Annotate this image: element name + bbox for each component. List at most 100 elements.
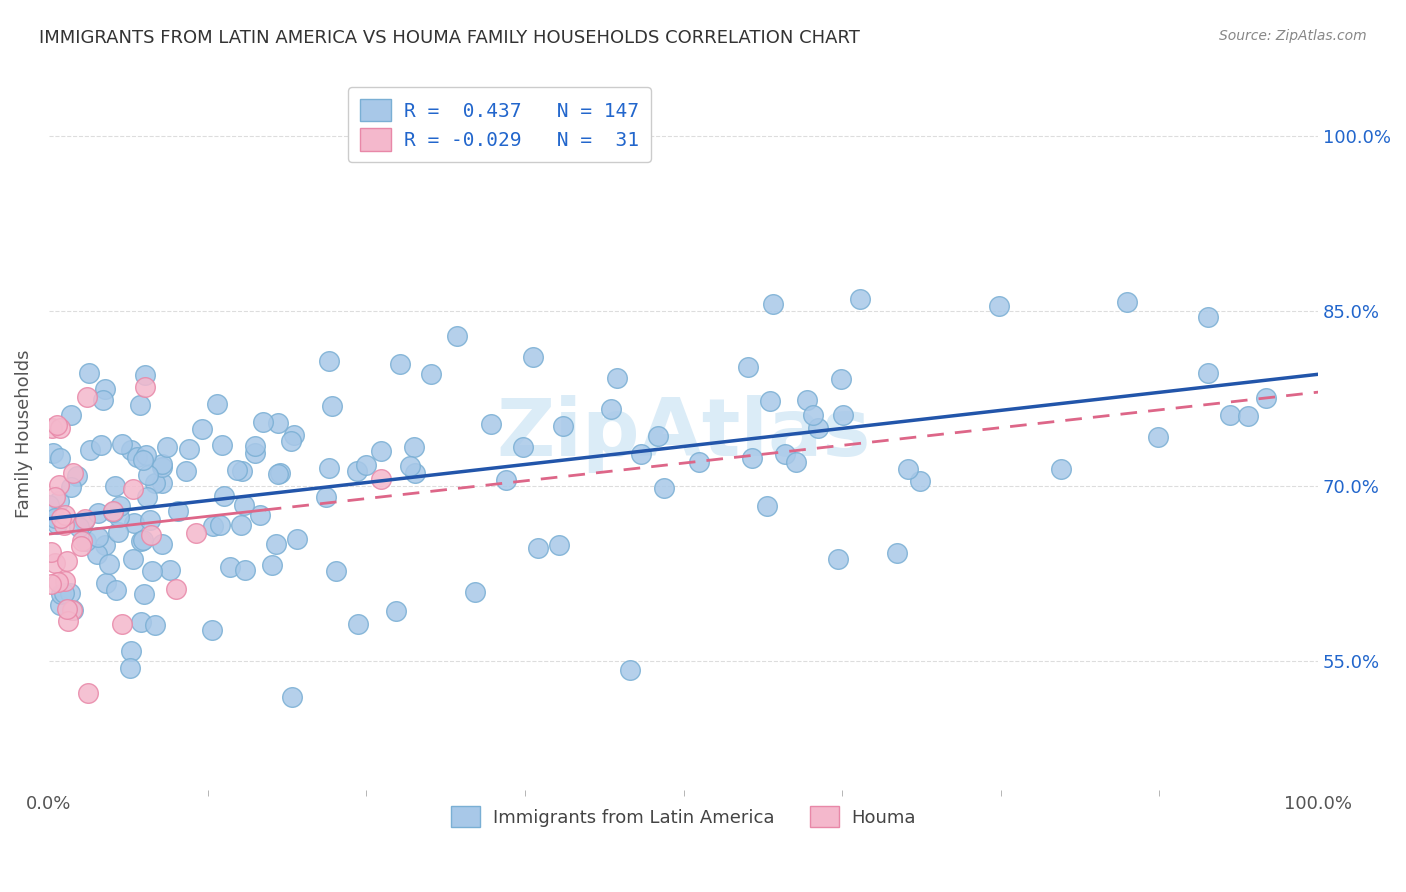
Point	[807, 420, 830, 434]
Point	[121, 551, 143, 566]
Point	[62, 603, 84, 617]
Point	[606, 370, 628, 384]
Point	[131, 453, 153, 467]
Point	[150, 475, 173, 490]
Point	[226, 463, 249, 477]
Point	[207, 397, 229, 411]
Point	[252, 415, 274, 429]
Point	[419, 367, 441, 381]
Point	[283, 428, 305, 442]
Point	[49, 598, 72, 612]
Point	[120, 442, 142, 457]
Point	[44, 490, 66, 504]
Point	[186, 525, 208, 540]
Point	[41, 545, 63, 559]
Point	[108, 499, 131, 513]
Point	[285, 532, 308, 546]
Point	[53, 508, 76, 522]
Point	[73, 514, 96, 528]
Point	[886, 546, 908, 560]
Point	[108, 510, 131, 524]
Point	[756, 499, 779, 513]
Point	[370, 472, 392, 486]
Point	[209, 517, 232, 532]
Point	[56, 602, 79, 616]
Point	[139, 528, 162, 542]
Point	[619, 663, 641, 677]
Text: Source: ZipAtlas.com: Source: ZipAtlas.com	[1219, 29, 1367, 43]
Point	[165, 582, 187, 596]
Point	[325, 564, 347, 578]
Point	[495, 473, 517, 487]
Point	[356, 458, 378, 472]
Point	[49, 586, 72, 600]
Point	[87, 506, 110, 520]
Point	[398, 459, 420, 474]
Point	[90, 438, 112, 452]
Point	[600, 401, 623, 416]
Point	[652, 481, 675, 495]
Point	[75, 512, 97, 526]
Point	[1115, 295, 1137, 310]
Point	[191, 422, 214, 436]
Point	[318, 354, 340, 368]
Point	[52, 585, 75, 599]
Point	[77, 366, 100, 380]
Point	[346, 617, 368, 632]
Point	[76, 390, 98, 404]
Point	[87, 531, 110, 545]
Point	[177, 442, 200, 456]
Point	[135, 448, 157, 462]
Point	[1050, 461, 1073, 475]
Point	[159, 563, 181, 577]
Point	[143, 617, 166, 632]
Point	[404, 467, 426, 481]
Point	[129, 533, 152, 548]
Point	[110, 616, 132, 631]
Point	[53, 574, 76, 588]
Point	[143, 476, 166, 491]
Point	[219, 559, 242, 574]
Point	[136, 467, 159, 482]
Point	[150, 457, 173, 471]
Point	[264, 537, 287, 551]
Point	[231, 517, 253, 532]
Legend: Immigrants from Latin America, Houma: Immigrants from Latin America, Houma	[444, 799, 924, 834]
Point	[49, 451, 72, 466]
Point	[737, 359, 759, 374]
Point	[201, 519, 224, 533]
Point	[136, 490, 159, 504]
Point	[150, 460, 173, 475]
Point	[446, 329, 468, 343]
Point	[174, 464, 197, 478]
Point	[167, 504, 190, 518]
Point	[759, 393, 782, 408]
Point	[96, 576, 118, 591]
Point	[830, 372, 852, 386]
Point	[46, 574, 69, 589]
Point	[384, 604, 406, 618]
Point	[44, 556, 66, 570]
Point	[49, 421, 72, 435]
Text: ZipAtlas: ZipAtlas	[496, 394, 870, 473]
Point	[1197, 310, 1219, 325]
Point	[52, 518, 75, 533]
Point	[908, 475, 931, 489]
Point	[527, 541, 550, 556]
Point	[1197, 366, 1219, 380]
Point	[269, 466, 291, 480]
Point	[120, 660, 142, 674]
Point	[69, 540, 91, 554]
Point	[65, 469, 87, 483]
Point	[243, 439, 266, 453]
Point	[801, 408, 824, 422]
Point	[79, 442, 101, 457]
Point	[321, 399, 343, 413]
Text: IMMIGRANTS FROM LATIN AMERICA VS HOUMA FAMILY HOUSEHOLDS CORRELATION CHART: IMMIGRANTS FROM LATIN AMERICA VS HOUMA F…	[39, 29, 860, 46]
Point	[212, 489, 235, 503]
Point	[59, 586, 82, 600]
Point	[132, 587, 155, 601]
Point	[150, 537, 173, 551]
Point	[105, 582, 128, 597]
Point	[630, 447, 652, 461]
